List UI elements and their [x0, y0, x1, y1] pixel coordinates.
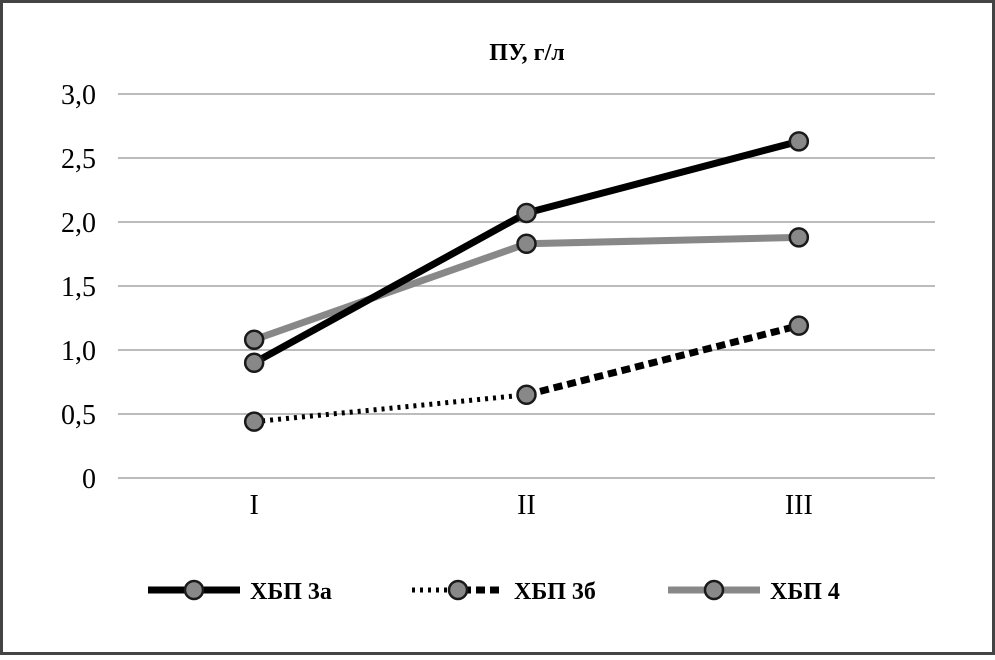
series-lines: [243, 131, 810, 432]
data-point: [516, 202, 537, 224]
y-tick-label: 2,5: [61, 144, 96, 175]
y-tick-label: 1,0: [61, 336, 96, 367]
legend-marker: [183, 579, 205, 601]
data-point: [788, 227, 810, 248]
series-2: [243, 315, 810, 432]
y-tick-label: 0: [82, 464, 96, 495]
x-tick-label: I: [250, 490, 259, 521]
series-line-segment: [525, 322, 800, 399]
series-1: [243, 131, 810, 374]
legend: ХБП 3а ХБП 3б ХБП 4: [148, 579, 840, 605]
data-point: [516, 233, 537, 255]
y-tick-label: 1,5: [61, 272, 96, 303]
x-tick-label: II: [517, 490, 536, 521]
legend-label: ХБП 4: [770, 579, 840, 605]
legend-label: ХБП 3а: [250, 579, 332, 605]
legend-item: ХБП 3б: [412, 579, 596, 605]
series-line-segment: [253, 392, 527, 425]
y-axis-ticks: 0 0,5 1,0 1,5 2,0 2,5 3,0: [61, 80, 96, 495]
x-axis-ticks: I II III: [250, 490, 813, 521]
series-3: [243, 227, 810, 351]
data-point: [243, 411, 265, 432]
y-tick-label: 0,5: [61, 400, 96, 431]
data-point: [788, 131, 810, 152]
legend-marker: [447, 579, 469, 601]
data-point: [243, 329, 265, 351]
legend-item: ХБП 3а: [148, 579, 332, 605]
chart-title: ПУ, г/л: [489, 40, 564, 66]
legend-marker: [703, 579, 725, 601]
legend-label: ХБП 3б: [514, 579, 596, 605]
legend-item: ХБП 4: [668, 579, 840, 605]
data-point: [243, 352, 265, 374]
y-tick-label: 2,0: [61, 208, 96, 239]
data-point: [788, 315, 810, 336]
x-tick-label: III: [785, 490, 813, 521]
y-tick-label: 3,0: [61, 80, 96, 111]
data-point: [516, 384, 537, 406]
